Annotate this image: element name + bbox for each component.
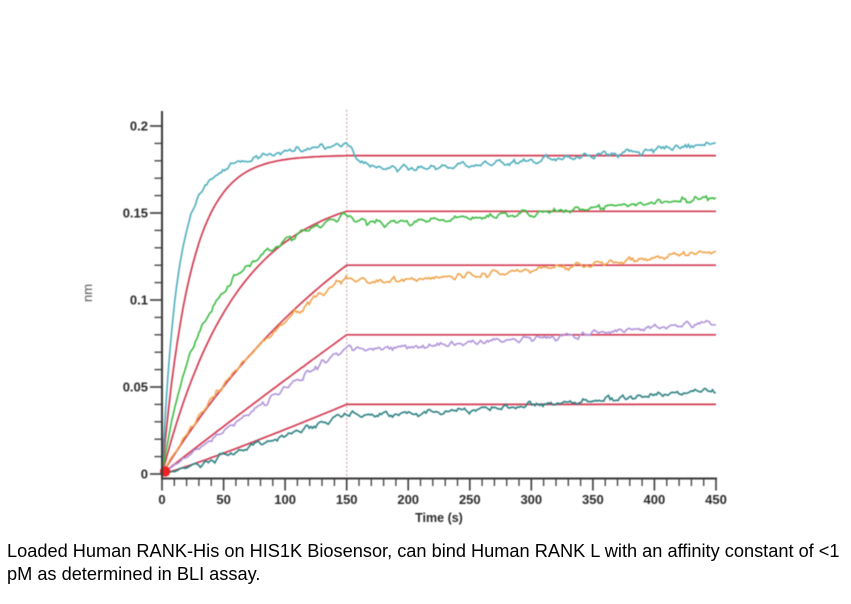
svg-text:300: 300 bbox=[520, 492, 542, 507]
svg-text:0.05: 0.05 bbox=[123, 380, 148, 395]
svg-text:350: 350 bbox=[582, 492, 604, 507]
svg-text:Time (s): Time (s) bbox=[415, 511, 463, 525]
svg-text:50: 50 bbox=[216, 492, 230, 507]
svg-text:400: 400 bbox=[644, 492, 666, 507]
svg-text:0.2: 0.2 bbox=[130, 119, 148, 134]
svg-text:150: 150 bbox=[336, 492, 358, 507]
svg-text:250: 250 bbox=[459, 492, 481, 507]
svg-text:100: 100 bbox=[274, 492, 296, 507]
svg-text:nm: nm bbox=[80, 284, 95, 302]
svg-text:0: 0 bbox=[141, 467, 148, 482]
svg-text:0.15: 0.15 bbox=[123, 206, 148, 221]
svg-text:0: 0 bbox=[158, 492, 165, 507]
svg-text:200: 200 bbox=[397, 492, 419, 507]
svg-text:450: 450 bbox=[705, 492, 727, 507]
svg-text:0.1: 0.1 bbox=[130, 293, 148, 308]
